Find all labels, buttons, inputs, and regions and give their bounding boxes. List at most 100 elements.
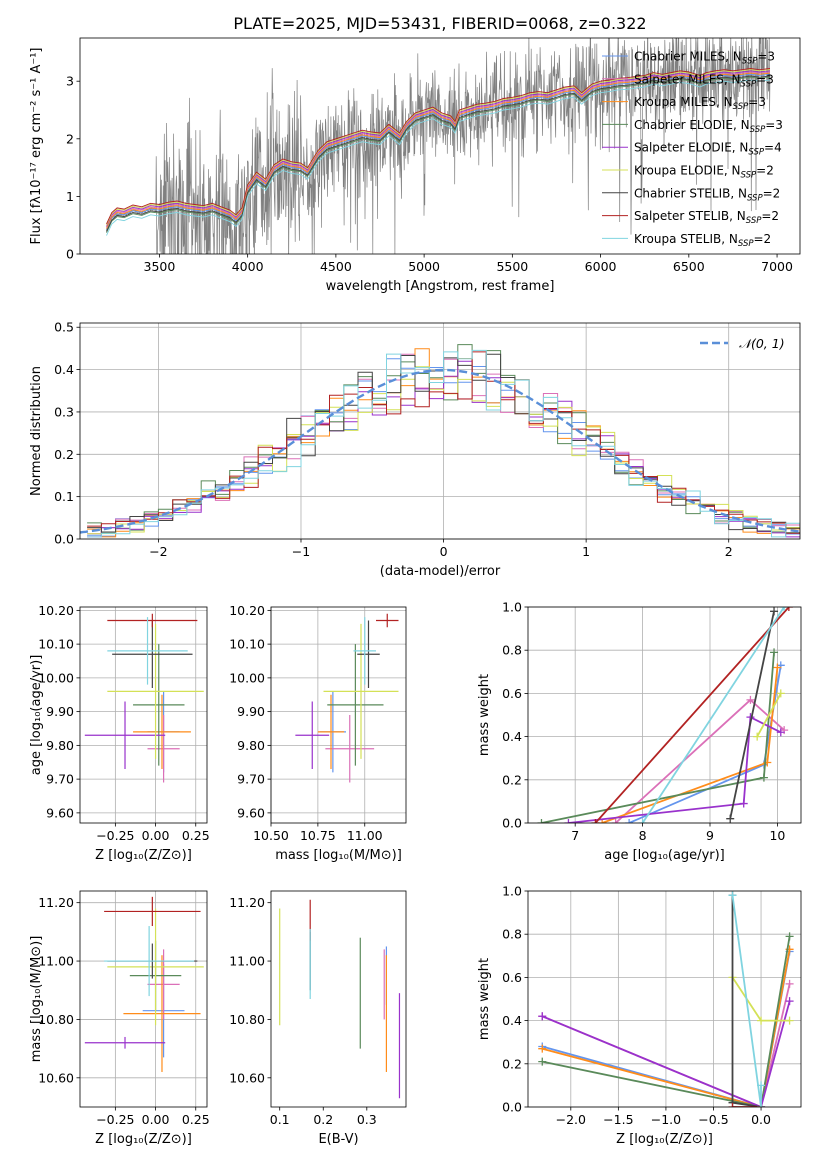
weight-line-salpeter-elodie (568, 715, 782, 823)
model-line-kroupa-stelib (106, 79, 771, 236)
model-line-salpeter-elodie (106, 70, 771, 227)
data-spectrum-line (106, 38, 771, 254)
x-tick-label: 4500 (320, 259, 352, 274)
weight-marker-chabrier-miles (625, 819, 634, 823)
x-tick-label: 9 (706, 828, 714, 843)
weight-line-chabrier-elodie (542, 936, 791, 1107)
weight-marker-kroupa-elodie (785, 1016, 794, 1025)
panel-age-vs-mass: 10.50 10.75 11.00 9.60 9.70 9.80 9.90 10.00 10.1… (229, 603, 407, 863)
x-tick-label: 10 (769, 828, 785, 843)
panel-residuals: −2 −1 0 1 2 0.0 0.1 0.2 0.3 0.4 0.5 (data-model)/er… (29, 320, 801, 579)
spectrum-legend: Chabrier MILES, NSSP=3 Salpeter MILES, NS… (602, 50, 783, 249)
model-line-chabrier-elodie (106, 76, 771, 233)
gridlines (528, 890, 801, 1108)
weight-marker-chabrier-elodie (537, 819, 546, 823)
axes-frame (270, 606, 407, 824)
y-tick-label: 0.1 (54, 489, 74, 504)
x-axis-label: wavelength [Angstrom, rest frame] (326, 279, 555, 294)
axes-frame (79, 322, 801, 540)
x-tick-label: 5000 (408, 259, 440, 274)
y-tick-label: 11.00 (229, 954, 265, 969)
legend-label-chabrier-stelib: Chabrier STELIB, NSSP=2 (634, 186, 780, 203)
y-tick-label: 9.80 (46, 738, 74, 753)
legend-label-kroupa-miles: Kroupa MILES, NSSP=3 (634, 95, 766, 112)
weight-line-kroupa-miles (542, 949, 791, 1107)
weight-marker-chabrier-stelib (726, 814, 735, 823)
y-axis-label: mass [log₁₀(M/M⊙)] (29, 936, 44, 1063)
y-tick-label: 3 (66, 74, 74, 89)
weight-marker-kroupa-miles (538, 1044, 547, 1053)
plot-area (106, 38, 771, 254)
plot-area (84, 896, 204, 1072)
axes-frame (79, 606, 208, 824)
x-tick-label: 4000 (232, 259, 264, 274)
x-tick-label: −1.0 (651, 1112, 681, 1127)
weight-marker-kroupa-stelib (757, 1103, 766, 1107)
x-tick-label: 0.00 (142, 1112, 170, 1127)
x-axis-label: age [log₁₀(age/yr)] (604, 848, 725, 863)
x-tick-label: −2.0 (556, 1112, 586, 1127)
x-tick-label: −0.25 (96, 828, 134, 843)
gridlines (80, 323, 800, 540)
y-tick-label: 9.80 (237, 738, 265, 753)
x-tick-label: 6500 (673, 259, 705, 274)
y-tick-label: 0.2 (502, 1056, 522, 1071)
histogram-chabrier-miles (87, 358, 800, 537)
plot-area (538, 891, 794, 1107)
x-tick-label: 0.3 (357, 1112, 377, 1127)
weight-marker-chabrier-elodie (759, 773, 768, 782)
x-tick-label: 7000 (761, 259, 793, 274)
x-tick-label: 0 (440, 544, 448, 559)
y-tick-label: 0.5 (54, 320, 74, 335)
weight-line-kroupa-miles (601, 667, 779, 823)
panel-mass-vs-Z: −0.25 0.00 0.25 10.60 10.80 11.00 11.20 Z [log₁… (29, 890, 210, 1147)
weight-marker-salpeter-miles (746, 695, 755, 704)
legend-label-kroupa-elodie: Kroupa ELODIE, NSSP=2 (634, 164, 774, 181)
weight-marker-salpeter-elodie (776, 728, 785, 737)
plot-area (84, 613, 204, 783)
x-axis-label: (data-model)/error (380, 564, 501, 579)
y-tick-label: 10.20 (229, 603, 265, 618)
y-tick-label: 0.8 (502, 643, 522, 658)
model-line-salpeter-miles (106, 71, 771, 228)
model-line-salpeter-stelib (106, 68, 771, 225)
y-tick-label: 11.00 (38, 954, 74, 969)
y-tick-label: 0.2 (502, 772, 522, 787)
weight-marker-kroupa-elodie (753, 732, 762, 741)
y-tick-label: 1.0 (502, 600, 522, 615)
y-axis-label: Flux [fλ10⁻¹⁷ erg cm⁻² s⁻¹ A⁻¹] (29, 48, 44, 245)
weight-marker-salpeter-miles (611, 819, 620, 823)
x-tick-label: 8 (639, 828, 647, 843)
y-tick-label: 0.0 (502, 816, 522, 831)
panel-age-vs-Z: −0.25 0.00 0.25 9.60 9.70 9.80 9.90 10.00 10.10 1… (29, 603, 210, 863)
x-tick-label: 0.25 (182, 828, 210, 843)
histogram-salpeter-elodie (87, 360, 800, 538)
weight-marker-salpeter-stelib (591, 819, 600, 823)
y-tick-label: 0.6 (502, 686, 522, 701)
weight-marker-salpeter-elodie (538, 1012, 547, 1021)
gridlines (80, 891, 207, 1107)
x-tick-label: 6000 (585, 259, 617, 274)
legend-label-salpeter-stelib: Salpeter STELIB, NSSP=2 (634, 209, 779, 226)
y-tick-label: 10.00 (229, 670, 265, 685)
y-tick-label: 0.4 (502, 729, 522, 744)
legend-label-chabrier-miles: Chabrier MILES, NSSP=3 (634, 50, 775, 67)
x-tick-label: 5500 (496, 259, 528, 274)
y-tick-label: 10.80 (38, 1012, 74, 1027)
y-tick-label: 10.10 (229, 637, 265, 652)
legend-label-chabrier-elodie: Chabrier ELODIE, NSSP=3 (634, 118, 783, 135)
weight-line-chabrier-elodie (541, 652, 775, 823)
figure-title: PLATE=2025, MJD=53431, FIBERID=0068, z=0… (233, 14, 646, 33)
y-tick-label: 0 (66, 247, 74, 262)
x-tick-label: 3500 (144, 259, 176, 274)
y-tick-label: 9.90 (46, 704, 74, 719)
histogram-salpeter-stelib (87, 351, 800, 534)
x-tick-label: 7 (571, 828, 579, 843)
x-tick-label: −0.25 (96, 1112, 134, 1127)
y-tick-label: 9.70 (237, 772, 265, 787)
y-tick-label: 10.20 (38, 603, 74, 618)
weight-line-salpeter-elodie (541, 1000, 791, 1107)
legend-label-salpeter-elodie: Salpeter ELODIE, NSSP=4 (634, 141, 782, 158)
y-tick-label: 0.0 (54, 532, 74, 547)
y-tick-label: 1.0 (502, 884, 522, 899)
